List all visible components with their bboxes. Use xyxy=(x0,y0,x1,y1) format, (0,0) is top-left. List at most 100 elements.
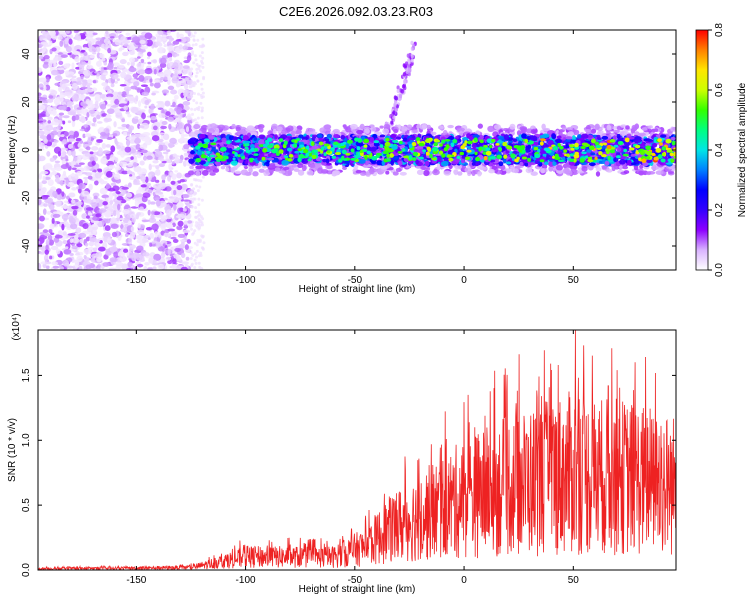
noise-cell xyxy=(198,44,202,48)
noise-cell xyxy=(193,54,197,58)
noise-cell xyxy=(167,228,176,232)
noise-cell xyxy=(50,232,55,235)
noise-cell xyxy=(79,140,84,144)
noise-cell xyxy=(163,141,170,146)
noise-cell xyxy=(49,223,55,230)
noise-cell xyxy=(156,100,164,104)
noise-cell xyxy=(194,210,198,214)
noise-cell xyxy=(172,101,176,107)
noise-cell xyxy=(168,123,172,130)
noise-cell xyxy=(133,165,142,173)
noise-cell xyxy=(38,155,46,162)
noise-cell xyxy=(53,139,59,143)
noise-cell xyxy=(105,248,110,253)
noise-cell xyxy=(131,255,137,262)
noise-cell xyxy=(136,212,141,216)
noise-cell xyxy=(115,140,119,146)
noise-cell xyxy=(38,172,43,180)
noise-cell xyxy=(96,114,101,120)
streak-cell xyxy=(393,100,398,105)
noise-cell xyxy=(200,51,204,55)
band-cell xyxy=(412,129,418,134)
noise-cell xyxy=(41,180,47,185)
noise-cell xyxy=(165,111,171,117)
noise-cell xyxy=(50,245,59,251)
noise-cell xyxy=(42,63,49,69)
band-cell xyxy=(380,165,388,170)
noise-cell xyxy=(122,51,129,57)
noise-cell xyxy=(172,62,179,69)
noise-cell xyxy=(182,199,191,202)
noise-cell xyxy=(69,217,76,225)
band-cell xyxy=(332,170,340,176)
noise-cell xyxy=(161,174,166,181)
noise-cell xyxy=(193,31,197,35)
noise-cell xyxy=(78,162,85,165)
noise-cell xyxy=(136,176,141,180)
noise-cell xyxy=(138,240,143,244)
noise-cell xyxy=(139,133,145,140)
noise-cell xyxy=(45,244,49,252)
noise-cell xyxy=(157,46,166,54)
noise-cell xyxy=(161,179,166,184)
noise-cell xyxy=(140,149,148,154)
noise-cell xyxy=(45,197,54,203)
noise-cell xyxy=(193,241,197,245)
noise-cell xyxy=(183,60,190,64)
band-cell xyxy=(209,165,215,171)
noise-cell xyxy=(171,231,177,237)
noise-cell xyxy=(105,144,112,148)
noise-cell xyxy=(96,139,103,143)
noise-cell xyxy=(81,89,89,94)
noise-cell xyxy=(198,54,202,58)
noise-cell xyxy=(167,85,175,91)
noise-cell xyxy=(137,100,142,108)
streak-cell xyxy=(392,110,396,115)
noise-cell xyxy=(194,58,198,62)
noise-cell xyxy=(64,37,69,45)
noise-cell xyxy=(61,223,65,231)
noise-cell xyxy=(104,206,108,210)
noise-cell xyxy=(147,199,151,205)
noise-cell xyxy=(83,69,91,77)
noise-cell xyxy=(93,195,98,200)
noise-cell xyxy=(117,95,122,101)
noise-cell xyxy=(200,96,204,100)
noise-cell xyxy=(68,38,73,45)
noise-cell xyxy=(118,47,123,52)
noise-cell xyxy=(96,256,102,263)
noise-cell xyxy=(74,33,81,41)
noise-cell xyxy=(201,37,205,41)
noise-cell xyxy=(67,138,76,142)
noise-cell xyxy=(126,96,131,101)
noise-cell xyxy=(99,93,106,99)
noise-cell xyxy=(180,132,185,139)
noise-cell xyxy=(182,229,191,233)
noise-cell xyxy=(51,261,58,266)
band-cell xyxy=(393,128,399,134)
noise-cell xyxy=(106,64,114,71)
noise-cell xyxy=(171,161,175,165)
band-cell xyxy=(552,161,557,166)
noise-cell xyxy=(170,180,176,185)
band-cell xyxy=(525,167,533,174)
band-cell xyxy=(272,128,277,135)
noise-cell xyxy=(103,37,111,45)
band-cell xyxy=(648,125,653,129)
noise-cell xyxy=(114,80,118,84)
band-cell xyxy=(258,168,265,173)
noise-cell xyxy=(175,122,183,129)
noise-cell xyxy=(54,160,61,164)
noise-cell xyxy=(108,164,116,169)
noise-cell xyxy=(201,56,205,60)
noise-cell xyxy=(38,77,47,83)
noise-cell xyxy=(180,252,186,259)
noise-cell xyxy=(152,125,158,131)
noise-cell xyxy=(196,38,200,42)
band-cell xyxy=(306,170,314,176)
noise-cell xyxy=(160,77,165,81)
band-cell xyxy=(561,126,567,131)
noise-cell xyxy=(41,187,47,193)
noise-cell xyxy=(89,151,94,155)
noise-cell xyxy=(70,199,76,204)
